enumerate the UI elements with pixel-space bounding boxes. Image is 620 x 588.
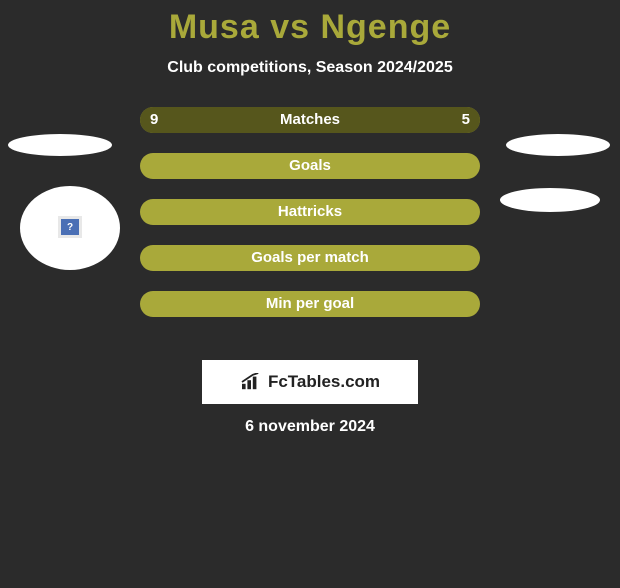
stat-row: Goals per match <box>0 245 620 273</box>
stat-bar-label: Matches <box>140 107 480 133</box>
stat-value-right: 5 <box>462 107 470 133</box>
chart-icon <box>240 373 262 391</box>
stat-bar-label: Min per goal <box>140 291 480 317</box>
comparison-title: Musa vs Ngenge <box>0 8 620 47</box>
source-logo-box: FcTables.com <box>202 360 418 404</box>
stat-row: Min per goal <box>0 291 620 319</box>
stat-row: Hattricks <box>0 199 620 227</box>
stat-value-left: 9 <box>150 107 158 133</box>
comparison-bars-region: Matches9 5 Goals Hattricks Goals per match Mi… <box>0 107 620 319</box>
stat-row: Matches9 5 <box>0 107 620 135</box>
snapshot-date: 6 november 2024 <box>0 418 620 436</box>
comparison-subtitle: Club competitions, Season 2024/2025 <box>0 59 620 77</box>
stat-bar-label: Goals <box>140 153 480 179</box>
stat-row: Goals <box>0 153 620 181</box>
stat-bar-label: Goals per match <box>140 245 480 271</box>
stat-bar-label: Hattricks <box>140 199 480 225</box>
source-logo-text: FcTables.com <box>268 372 380 392</box>
